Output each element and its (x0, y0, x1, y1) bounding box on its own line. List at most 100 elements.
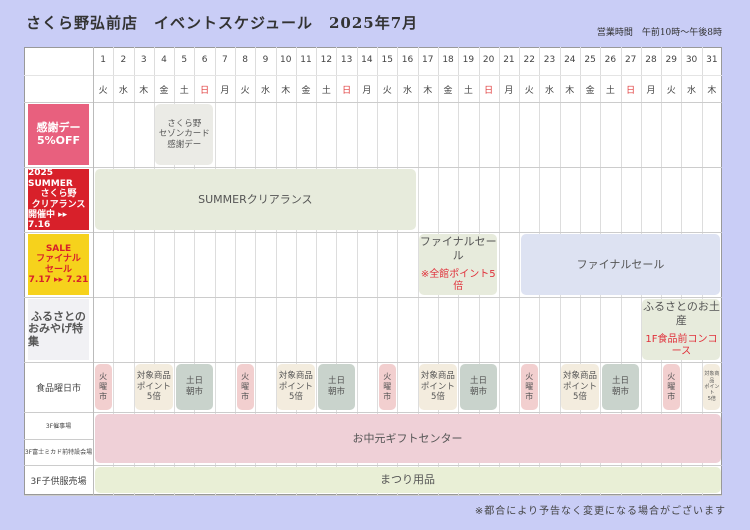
weekday: 木 (139, 86, 149, 96)
event-text: 5倍 (707, 396, 716, 403)
day-number: 1 (100, 55, 106, 65)
row-label: 食品曜日市 (35, 383, 81, 394)
weekday: 日 (484, 86, 494, 96)
day-number: 8 (242, 55, 249, 65)
event-text: 対象商品 (136, 371, 171, 382)
grid-line (275, 47, 277, 495)
day-number: 11 (300, 55, 312, 65)
grid-line (356, 47, 358, 495)
grid-line (377, 47, 379, 495)
event-text: 曜 (99, 382, 108, 391)
event: SUMMERクリアランス (94, 169, 417, 230)
weekday: 金 (443, 86, 453, 96)
day-number: 24 (564, 55, 576, 65)
event-text: 土日 (470, 376, 488, 387)
weekday: 月 (646, 86, 656, 96)
banner: ふるさとの おみやげ特集 (28, 299, 89, 360)
day-number: 22 (523, 55, 535, 65)
day-number: 25 (584, 55, 596, 65)
event-text: 5倍 (573, 392, 587, 403)
event-text: ファイナルセール (419, 235, 497, 262)
banner-text: ファイナル (36, 254, 81, 265)
event-text: 土日 (327, 376, 345, 387)
weekday: 月 (220, 86, 230, 96)
banner-text: クリアランス (31, 199, 86, 210)
event-text: 感謝デー (167, 139, 202, 150)
banner-text: 感謝デー (36, 120, 81, 134)
banner: SALE ファイナル セール 7.17 ▸▸ 7.21 (28, 234, 89, 295)
grid-line (295, 47, 297, 495)
weekday: 火 (666, 86, 676, 96)
day-number: 23 (543, 55, 556, 65)
grid-line (24, 297, 722, 298)
grid-line (133, 47, 135, 495)
banner-text: 2025 SUMMER (28, 169, 73, 189)
event-text: 曜 (667, 382, 676, 391)
weekday: 日 (342, 86, 352, 96)
grid-line (24, 438, 93, 440)
banner-text: さくら野 (40, 189, 77, 200)
weekday: 水 (687, 86, 697, 96)
footer: ※都合により予告なく変更になる場合がございます (474, 506, 726, 517)
event-text: 市 (383, 392, 392, 401)
event-text: ポイント (278, 381, 313, 392)
day-number: 30 (685, 55, 698, 65)
event-text: 対象商品 (420, 371, 455, 382)
weekday: 金 (585, 86, 595, 96)
grid-line (113, 47, 115, 495)
weekday: 土 (605, 86, 615, 96)
day-number: 6 (201, 55, 208, 65)
event: 対象商品 ポイント 5倍 (561, 364, 599, 410)
weekday: 金 (159, 86, 169, 96)
event: まつり用品 (94, 467, 721, 493)
weekday: 月 (504, 86, 514, 96)
event-text: 対象商品 (278, 371, 313, 382)
event-text: 5倍 (288, 392, 303, 403)
day-number: 18 (442, 55, 454, 65)
grid-line (519, 47, 521, 495)
event-text: 土日 (612, 376, 630, 387)
weekday: 木 (281, 86, 291, 96)
grid-line (24, 495, 722, 496)
event-text: ポイント (562, 381, 597, 392)
event-text: 曜 (525, 382, 534, 391)
event-text: 朝市 (612, 387, 630, 397)
weekday: 木 (707, 86, 717, 96)
grid-line (417, 47, 419, 495)
grid-line (93, 47, 94, 495)
weekday: 火 (240, 86, 250, 96)
weekday: 月 (362, 86, 372, 96)
weekday: 日 (200, 86, 210, 96)
event-text: ポイント (420, 381, 455, 392)
weekday: 木 (423, 86, 433, 96)
event-text: 火 (241, 372, 250, 381)
event-text: 火 (667, 372, 676, 381)
event: 対象商品 ポイント 5倍 (277, 364, 315, 410)
grid-line (336, 47, 338, 495)
grid-line (316, 47, 318, 495)
event: 対象商品 ポイント 5倍 (703, 364, 721, 410)
banner: 2025 SUMMER さくら野 クリアランス 開催中 ▸▸ 7.16 (28, 169, 89, 230)
banner-text: 7.17 ▸▸ 7.21 (28, 274, 89, 285)
event: 対象商品 ポイント 5倍 (135, 364, 173, 410)
banner-text: 開催中 ▸▸ 7.16 (28, 209, 68, 230)
weekday: 土 (463, 86, 473, 96)
grid-line (24, 232, 722, 233)
day-number: 4 (161, 55, 167, 65)
weekday: 水 (260, 86, 270, 96)
grid-line (397, 47, 399, 495)
event-text: 曜 (383, 382, 392, 391)
event: 土日 朝市 (601, 364, 640, 410)
event: ファイナルセール ※全館ポイント5倍 (419, 234, 498, 295)
title: さくら野弘前店 イベントスケジュール 2025年7月 (26, 14, 419, 32)
event: ファイナルセール (520, 234, 721, 295)
event-text: セゾンカード (158, 129, 210, 140)
event-text: ポイント (136, 381, 171, 392)
event: ふるさとのお土産 1F食品前コンコース (642, 299, 721, 360)
banner-text: ふるさとの (31, 309, 86, 323)
event: 火曜市 (94, 364, 112, 410)
event-text: SUMMERクリアランス (198, 192, 313, 206)
grid-line (214, 47, 216, 495)
event-text: 市 (241, 392, 250, 401)
day-number: 26 (604, 55, 617, 65)
